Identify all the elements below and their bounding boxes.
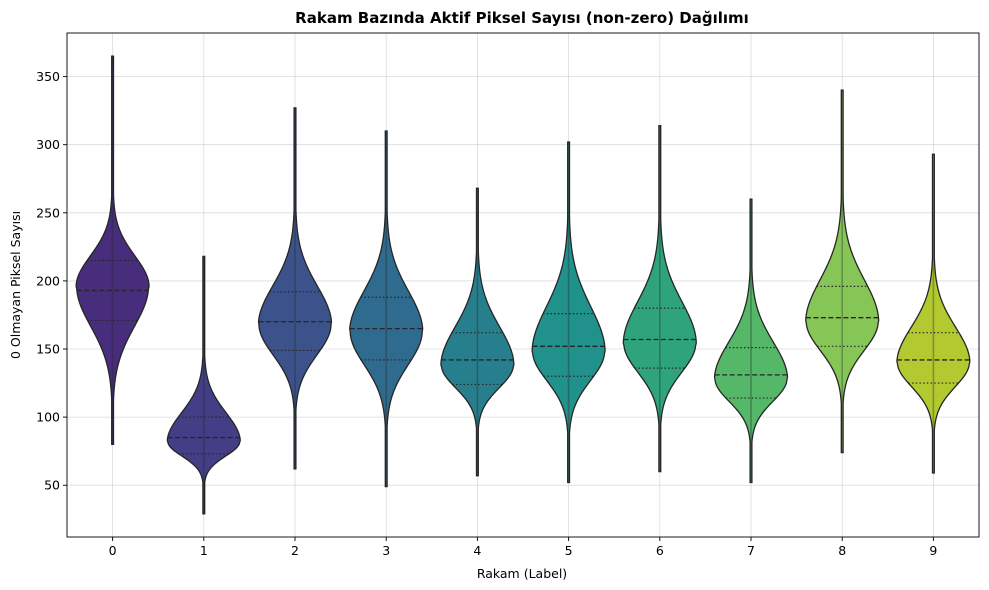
violin-2 <box>257 107 333 470</box>
violin-body-4 <box>440 187 515 477</box>
x-tick-label: 0 <box>109 543 117 558</box>
y-axis-label: 0 Olmayan Piksel Sayısı <box>8 211 23 359</box>
violin-body-3 <box>349 130 424 488</box>
violin-9 <box>896 153 971 474</box>
y-tick-label: 100 <box>36 410 60 425</box>
x-tick-label: 8 <box>838 543 846 558</box>
chart-title: Rakam Bazında Aktif Piksel Sayısı (non-z… <box>295 9 749 27</box>
violin-3 <box>349 130 424 488</box>
x-tick-label: 5 <box>565 543 573 558</box>
y-tick-label: 50 <box>44 478 60 493</box>
x-tick-label: 3 <box>382 543 390 558</box>
violin-body-9 <box>896 153 971 474</box>
x-tick-label: 6 <box>656 543 664 558</box>
y-tick-label: 200 <box>36 273 60 288</box>
violin-4 <box>440 187 515 477</box>
y-tick-label: 350 <box>36 69 60 84</box>
y-tick-label: 250 <box>36 205 60 220</box>
violin-1 <box>166 255 241 515</box>
x-tick-label: 7 <box>747 543 755 558</box>
violin-6 <box>622 124 697 473</box>
plot-frame <box>66 32 980 538</box>
x-tick-label: 4 <box>473 543 481 558</box>
violin-7 <box>713 198 789 484</box>
violin-body-6 <box>622 124 697 473</box>
violin-body-5 <box>531 141 606 484</box>
y-tick-label: 300 <box>36 137 60 152</box>
violin-body-0 <box>75 55 150 446</box>
violin-5 <box>531 141 606 484</box>
violin-body-1 <box>166 255 241 515</box>
violin-body-7 <box>713 198 789 484</box>
x-tick-label: 1 <box>200 543 208 558</box>
y-tick-label: 150 <box>36 342 60 357</box>
violin-body-2 <box>257 107 333 470</box>
x-tick-label: 2 <box>291 543 299 558</box>
violin-0 <box>75 55 150 446</box>
violin-layer <box>75 55 971 515</box>
violin-8 <box>805 89 880 454</box>
violin-body-8 <box>805 89 880 454</box>
tick-layer: 50 100 150 200 250 300 350 0 1 2 3 4 5 6 7 8 9 <box>36 69 937 558</box>
x-axis-label: Rakam (Label) <box>477 566 567 581</box>
x-tick-label: 9 <box>929 543 937 558</box>
